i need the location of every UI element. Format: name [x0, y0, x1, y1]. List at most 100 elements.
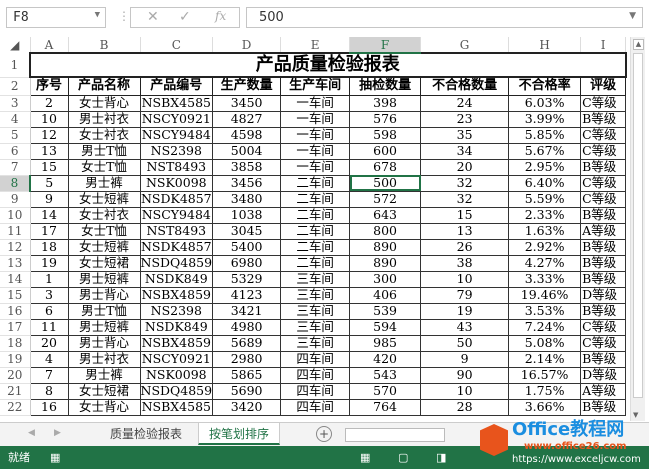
table-cell[interactable]: 2.33%	[508, 206, 582, 224]
table-cell[interactable]: 15	[29, 158, 69, 176]
table-cell[interactable]: 三车间	[280, 286, 351, 304]
name-box[interactable]: F8 ▼	[6, 7, 106, 28]
table-cell[interactable]: A等级	[580, 222, 627, 240]
table-cell[interactable]: 572	[349, 190, 422, 208]
table-cell[interactable]: 1.75%	[508, 382, 582, 400]
row-header[interactable]: 4	[0, 111, 31, 128]
table-cell[interactable]: 5400	[212, 238, 282, 256]
table-cell[interactable]: NST8493	[139, 222, 214, 240]
table-cell[interactable]: 12	[29, 126, 69, 144]
table-cell[interactable]: 15	[420, 206, 510, 224]
table-cell[interactable]: 890	[349, 238, 422, 256]
table-cell[interactable]: 3421	[212, 302, 282, 320]
chevron-down-icon[interactable]: ▼	[94, 10, 100, 20]
table-cell[interactable]: B等级	[580, 302, 627, 320]
table-cell[interactable]: 5.59%	[508, 190, 582, 208]
table-cell[interactable]: 2.92%	[508, 238, 582, 256]
table-cell[interactable]: 7.24%	[508, 318, 582, 336]
row-header[interactable]: 3	[0, 95, 31, 112]
table-cell[interactable]: 1	[29, 270, 69, 288]
table-cell[interactable]: D等级	[580, 286, 627, 304]
table-cell[interactable]: NS2398	[139, 302, 214, 320]
table-cell[interactable]: 10	[29, 110, 69, 128]
table-cell[interactable]: NSCY9484	[139, 206, 214, 224]
normal-view-icon[interactable]: ▦	[360, 451, 371, 464]
table-cell[interactable]: 男士短裤	[67, 318, 141, 336]
table-cell[interactable]: NSBX4585	[139, 398, 214, 416]
table-cell[interactable]: NSDQ4859	[139, 382, 214, 400]
enter-icon[interactable]: ✓	[179, 9, 191, 25]
table-cell[interactable]: 90	[420, 366, 510, 384]
table-cell[interactable]: 二车间	[280, 238, 351, 256]
table-cell[interactable]: B等级	[580, 110, 627, 128]
table-cell[interactable]: 三车间	[280, 334, 351, 352]
table-cell[interactable]: B等级	[580, 158, 627, 176]
table-cell[interactable]: 19.46%	[508, 286, 582, 304]
table-cell[interactable]: 女士衬衣	[67, 126, 141, 144]
spreadsheet-grid[interactable]: ◢ A B C D E F G H I 1 产品质量检验报表 2 序号 产品名称 产品编号 生产数量 生产车间 抽检…	[0, 37, 630, 422]
table-cell[interactable]: 13	[29, 142, 69, 160]
row-header[interactable]: 2	[0, 77, 31, 96]
table-cell[interactable]: 四车间	[280, 366, 351, 384]
table-header-cell[interactable]: 产品名称	[67, 76, 141, 96]
table-cell[interactable]: NSK0098	[139, 174, 214, 192]
table-cell[interactable]: NSDK4857	[139, 190, 214, 208]
table-cell[interactable]: 女士背心	[67, 94, 141, 112]
table-cell[interactable]: 二车间	[280, 190, 351, 208]
table-cell[interactable]: 4980	[212, 318, 282, 336]
table-cell[interactable]: 20	[420, 158, 510, 176]
table-cell[interactable]: 23	[420, 110, 510, 128]
sheet-title[interactable]: 产品质量检验报表	[29, 52, 627, 78]
table-cell[interactable]: 300	[349, 270, 422, 288]
table-cell[interactable]: 19	[420, 302, 510, 320]
scroll-thumb[interactable]	[633, 53, 643, 398]
table-cell[interactable]: 598	[349, 126, 422, 144]
table-cell[interactable]: 3.33%	[508, 270, 582, 288]
next-sheet-icon[interactable]: ▶	[54, 428, 61, 438]
drag-handle-icon[interactable]: ⋮	[118, 9, 130, 23]
table-cell[interactable]: 4.27%	[508, 254, 582, 272]
table-cell[interactable]: 79	[420, 286, 510, 304]
table-cell[interactable]: NSK0098	[139, 366, 214, 384]
table-cell[interactable]: 2980	[212, 350, 282, 368]
table-cell[interactable]: 女士短裤	[67, 190, 141, 208]
row-header[interactable]: 13	[0, 255, 31, 272]
cancel-icon[interactable]: ✕	[147, 9, 159, 25]
table-cell[interactable]: NSBX4859	[139, 286, 214, 304]
table-cell[interactable]: 38	[420, 254, 510, 272]
column-header-H[interactable]: H	[508, 37, 582, 53]
table-cell[interactable]: 890	[349, 254, 422, 272]
table-cell[interactable]: C等级	[580, 174, 627, 192]
table-cell[interactable]: B等级	[580, 270, 627, 288]
table-cell[interactable]: 男士裤	[67, 366, 141, 384]
table-cell[interactable]: 4	[29, 350, 69, 368]
row-header[interactable]: 7	[0, 159, 31, 176]
table-cell[interactable]: 500	[349, 174, 422, 192]
column-header-F[interactable]: F	[349, 37, 422, 54]
table-cell[interactable]: 女士T恤	[67, 158, 141, 176]
table-cell[interactable]: 1038	[212, 206, 282, 224]
table-cell[interactable]: 3450	[212, 94, 282, 112]
row-header[interactable]: 8	[0, 175, 31, 192]
table-cell[interactable]: 女士衬衣	[67, 206, 141, 224]
table-cell[interactable]: 男士T恤	[67, 302, 141, 320]
table-cell[interactable]: 男士裤	[67, 174, 141, 192]
table-cell[interactable]: 2.14%	[508, 350, 582, 368]
table-cell[interactable]: 3	[29, 286, 69, 304]
table-cell[interactable]: 3456	[212, 174, 282, 192]
table-cell[interactable]: 600	[349, 142, 422, 160]
table-cell[interactable]: 一车间	[280, 94, 351, 112]
table-cell[interactable]: 9	[29, 190, 69, 208]
table-cell[interactable]: C等级	[580, 190, 627, 208]
table-cell[interactable]: 32	[420, 190, 510, 208]
table-cell[interactable]: 一车间	[280, 158, 351, 176]
row-header[interactable]: 12	[0, 239, 31, 256]
table-cell[interactable]: 男士衬衣	[67, 350, 141, 368]
table-cell[interactable]: C等级	[580, 318, 627, 336]
table-cell[interactable]: 女士短裤	[67, 238, 141, 256]
row-header[interactable]: 6	[0, 143, 31, 160]
table-cell[interactable]: 3480	[212, 190, 282, 208]
table-cell[interactable]: 5004	[212, 142, 282, 160]
table-cell[interactable]: 3.99%	[508, 110, 582, 128]
table-cell[interactable]: 6.40%	[508, 174, 582, 192]
